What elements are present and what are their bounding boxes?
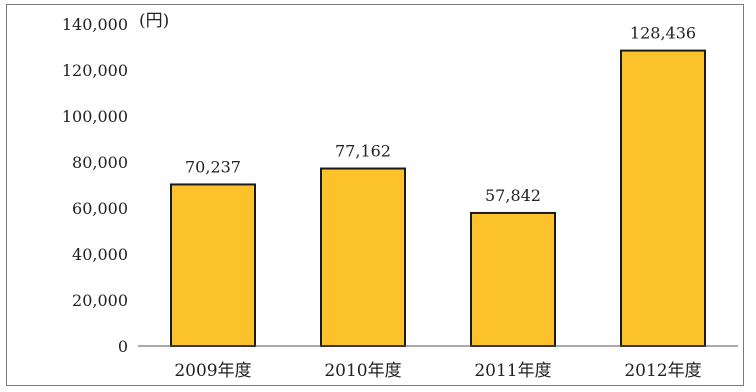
data-label: 57,842	[485, 186, 541, 205]
category-label: 2010年度	[324, 361, 401, 381]
y-tick-label: 60,000	[72, 199, 128, 218]
bar	[320, 167, 406, 347]
bars	[170, 49, 706, 347]
category-label: 2009年度	[174, 361, 251, 381]
y-axis-unit-label: (円)	[139, 11, 169, 31]
category-label: 2011年度	[474, 361, 551, 381]
data-label: 70,237	[185, 157, 241, 176]
category-label: 2012年度	[624, 361, 701, 381]
y-tick-label: 20,000	[72, 291, 128, 310]
y-tick-label: 0	[118, 337, 128, 356]
bar	[470, 211, 556, 347]
y-tick-label: 100,000	[62, 107, 128, 126]
bar	[620, 49, 706, 347]
y-axis-ticks: 0 20,000 40,000 60,000 80,000 100,000 120,000 1…	[62, 15, 128, 356]
bar	[170, 183, 256, 347]
data-labels: 70,237 77,162 57,842 128,436	[185, 24, 696, 205]
y-tick-label: 80,000	[72, 153, 128, 172]
category-labels: 2009年度 2010年度 2011年度 2012年度	[174, 361, 701, 381]
data-label: 128,436	[630, 24, 696, 43]
y-tick-label: 120,000	[62, 61, 128, 80]
y-tick-label: 140,000	[62, 15, 128, 34]
data-label: 77,162	[335, 142, 391, 161]
y-tick-label: 40,000	[72, 245, 128, 264]
